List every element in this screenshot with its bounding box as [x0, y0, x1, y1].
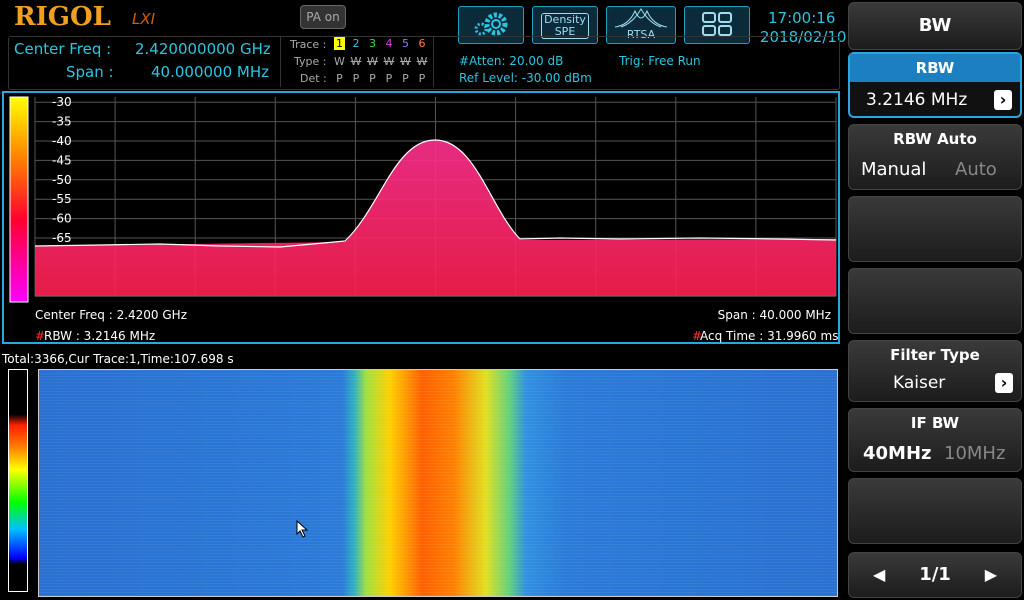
trace-table [280, 37, 434, 87]
page-button[interactable]: ◀ 1/1 ▶ [848, 552, 1022, 598]
trace-number: 2 [352, 37, 360, 50]
type-label: Type : [294, 55, 327, 68]
filter-type-value: Kaiser [893, 373, 946, 393]
rbw-flag: # [35, 329, 45, 343]
acq-flag: # [692, 329, 702, 343]
trace-det: P [385, 72, 393, 85]
waterfall [38, 369, 838, 597]
center-freq-label: Center Freq : [14, 40, 112, 58]
trace-type: W [416, 55, 428, 68]
menu-title: BW [848, 2, 1022, 50]
y-tick-label: -45 [52, 153, 72, 167]
trace-type: W [350, 55, 362, 68]
rbw-auto-on: Manual [861, 159, 927, 180]
trig: Trig: Free Run [619, 54, 701, 68]
y-tick-label: -35 [52, 115, 72, 129]
span-footer: Span : 40.000 MHz [718, 308, 831, 322]
trace-label: Trace : [290, 38, 327, 51]
rbw-button[interactable]: RBW 3.2146 MHz › [848, 52, 1022, 118]
y-tick-label: -40 [52, 134, 72, 148]
det-label: Det : [300, 72, 327, 85]
next[interactable]: ▶ [984, 565, 997, 584]
logo: RIGOL [14, 2, 111, 32]
y-tick-label: -60 [52, 212, 72, 226]
trace-number: 5 [402, 37, 409, 50]
logo-sub: LXI [132, 10, 156, 28]
rbw-auto-off: Auto [955, 159, 997, 180]
empty-button [848, 268, 1022, 334]
trace [34, 139, 837, 248]
spe-label: SPE [554, 25, 576, 38]
rbw-auto-button[interactable]: RBW Auto Manual Auto [848, 124, 1022, 190]
settings-button[interactable] [458, 6, 524, 44]
trace-det: P [336, 72, 343, 85]
trace-type: W [367, 55, 378, 68]
gear-icon [474, 12, 508, 36]
center-freq-footer: Center Freq : 2.4200 GHz [35, 308, 187, 322]
rbw-value: 3.2146 MHz [866, 90, 968, 110]
pa-button[interactable]: PA on [300, 5, 346, 29]
spectrum-panel: Center Freq : 2.4200 GHz Span : 40.000 M… [2, 91, 840, 344]
y-tick-label: -55 [52, 192, 72, 206]
trace-number: 6 [418, 37, 426, 50]
arrow: › [994, 90, 1012, 110]
y-tick-label: -50 [52, 173, 72, 187]
trace-det: P [369, 72, 376, 85]
arrow: › [995, 373, 1013, 393]
center-freq: 2.420000000 GHz [135, 40, 271, 58]
prev[interactable]: ◀ [873, 565, 886, 584]
trace-number: 3 [369, 37, 376, 50]
waterfall-colorbar [8, 369, 28, 592]
noise-floor [35, 140, 836, 296]
rtsa-icon [614, 7, 668, 28]
empty-button [848, 196, 1022, 262]
trace-det: P [418, 72, 426, 85]
trace-type: W [400, 55, 411, 68]
cursor [296, 520, 309, 538]
span: 40.000000 MHz [151, 63, 269, 81]
rbw-footer: RBW : 3.2146 MHz [44, 329, 155, 343]
rtsa-button[interactable]: RTSA [606, 6, 676, 44]
span-label: Span : [66, 63, 114, 81]
trace-type: W [334, 55, 345, 68]
acq-footer: Acq Time : 31.9960 ms [700, 329, 838, 343]
density-button[interactable]: Density SPE [532, 6, 598, 44]
empty-button [848, 478, 1022, 544]
layout-icon [702, 12, 732, 36]
filter-type-button[interactable]: Filter Type Kaiser › [848, 340, 1022, 402]
trace-number: 4 [385, 37, 393, 50]
trace-det: P [402, 72, 409, 85]
colorbar [9, 96, 29, 303]
time: 17:00:16 [768, 9, 836, 27]
if-bw-off: 10MHz [944, 443, 1006, 464]
if-bw-button[interactable]: IF BW 40MHz 10MHz [848, 408, 1022, 472]
page: 1/1 [919, 564, 951, 585]
atten: #Atten: 20.00 dB [459, 54, 564, 68]
date: 2018/02/10 [760, 28, 847, 46]
ref-level: Ref Level: -30.00 dBm [459, 71, 592, 85]
trace-number: 1 [334, 37, 345, 50]
density-label: Density [544, 13, 586, 26]
rtsa-label: RTSA [626, 28, 656, 41]
trace-det: P [352, 72, 360, 85]
status-bar [8, 36, 840, 90]
y-tick-label: -30 [52, 95, 72, 109]
if-bw-on: 40MHz [863, 443, 932, 464]
layout-button[interactable] [684, 6, 750, 44]
waterfall-status: Total:3366,Cur Trace:1,Time:107.698 s [2, 352, 234, 366]
y-tick-label: -65 [52, 231, 72, 245]
trace-type: W [383, 55, 395, 68]
